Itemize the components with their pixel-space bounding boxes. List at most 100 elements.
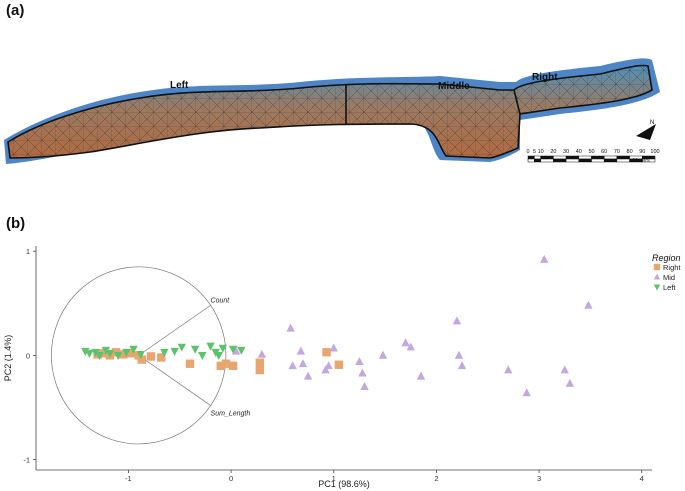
data-point <box>91 348 100 357</box>
data-point <box>214 352 223 361</box>
data-point <box>122 348 131 357</box>
data-point <box>355 357 364 366</box>
data-point <box>190 345 200 354</box>
data-point <box>401 338 410 347</box>
loading-vector <box>138 305 211 356</box>
data-point <box>298 359 308 368</box>
data-point <box>228 345 238 354</box>
region-label-left: Left <box>170 80 189 91</box>
data-point <box>105 349 115 358</box>
data-point <box>228 361 238 371</box>
data-point <box>504 365 513 374</box>
data-point <box>136 350 145 359</box>
x-tick-label: 2 <box>434 474 438 483</box>
data-point <box>653 284 661 291</box>
data-point <box>540 254 549 263</box>
scale-tick-label: 30 <box>563 149 569 155</box>
data-point <box>160 348 169 357</box>
scale-tick-label: 5 <box>533 149 536 155</box>
region-label-middle: Middle <box>438 81 470 92</box>
data-point <box>157 353 166 362</box>
data-point <box>653 273 661 280</box>
data-point <box>288 361 297 370</box>
data-point <box>206 342 215 351</box>
data-point <box>126 349 135 358</box>
scale-tick-label: 90 <box>639 149 645 155</box>
legend-title: Region <box>652 253 681 263</box>
legend-item-label: Left <box>663 283 676 292</box>
loading-label: Count <box>211 297 231 304</box>
data-point <box>95 352 104 361</box>
data-point <box>113 352 123 361</box>
scale-unit: Meters <box>633 158 650 164</box>
scale-tick-label: 0 <box>526 149 529 155</box>
region-label-right: Right <box>532 72 558 83</box>
wall-map: Left Middle Right N 0 5 10 20 30 40 50 60 70 80 90… <box>4 58 660 164</box>
x-tick-label: 1 <box>332 474 336 483</box>
data-point <box>324 361 333 370</box>
data-point <box>221 359 231 368</box>
data-point <box>81 347 90 356</box>
y-tick-label: -1 <box>23 456 30 465</box>
data-point <box>101 346 111 355</box>
data-point <box>334 360 344 369</box>
data-point <box>457 361 467 370</box>
data-point <box>119 350 128 359</box>
x-tick-label: 0 <box>229 474 233 483</box>
data-point <box>146 352 156 361</box>
y-tick-label: 1 <box>26 247 30 256</box>
scale-tick-label: 20 <box>550 149 556 155</box>
data-point <box>416 371 426 380</box>
y-axis-label: PC2 (1.4%) <box>3 335 13 382</box>
data-point <box>322 348 331 357</box>
scale-tick-label: 50 <box>588 149 594 155</box>
data-point <box>452 316 462 325</box>
data-point <box>198 352 207 361</box>
data-point <box>286 323 295 332</box>
data-point <box>85 349 94 358</box>
data-point <box>360 382 369 391</box>
data-point <box>218 344 228 353</box>
y-tick-label: 0 <box>26 351 30 360</box>
north-arrow-icon: N <box>636 120 656 140</box>
correlation-circle <box>51 266 227 445</box>
data-point <box>137 355 146 364</box>
data-point <box>296 346 306 355</box>
data-point <box>303 371 313 380</box>
data-point <box>185 359 195 368</box>
data-point <box>454 350 464 359</box>
data-point <box>255 365 265 375</box>
data-point <box>653 263 661 271</box>
legend-item-label: Right <box>663 263 681 272</box>
x-tick-label: 4 <box>640 474 644 483</box>
x-tick-label: -1 <box>125 474 132 483</box>
scale-tick-label: 60 <box>601 149 607 155</box>
data-point <box>329 343 338 352</box>
loading-label: Sum_Length <box>211 410 251 417</box>
data-point <box>177 343 186 352</box>
panel-b-label: (b) <box>6 215 26 232</box>
x-tick-label: 3 <box>537 474 541 483</box>
north-label: N <box>650 120 654 126</box>
data-point <box>406 342 415 351</box>
data-point <box>170 347 179 356</box>
data-point <box>255 358 265 367</box>
data-point <box>584 300 593 309</box>
data-point <box>378 350 388 359</box>
x-axis-label: PC1 (98.6%) <box>318 479 370 489</box>
scale-tick-label: 70 <box>614 149 620 155</box>
scale-tick-label: 40 <box>576 149 582 155</box>
data-point <box>358 368 367 377</box>
data-point <box>216 361 225 371</box>
data-point <box>232 346 241 355</box>
data-point <box>237 346 246 355</box>
data-point <box>257 349 267 358</box>
scale-tick-label: 80 <box>627 149 633 155</box>
data-point <box>129 345 138 354</box>
data-point <box>522 388 531 397</box>
scale-tick-label: 100 <box>650 149 659 155</box>
panel-a-label: (a) <box>6 2 25 19</box>
